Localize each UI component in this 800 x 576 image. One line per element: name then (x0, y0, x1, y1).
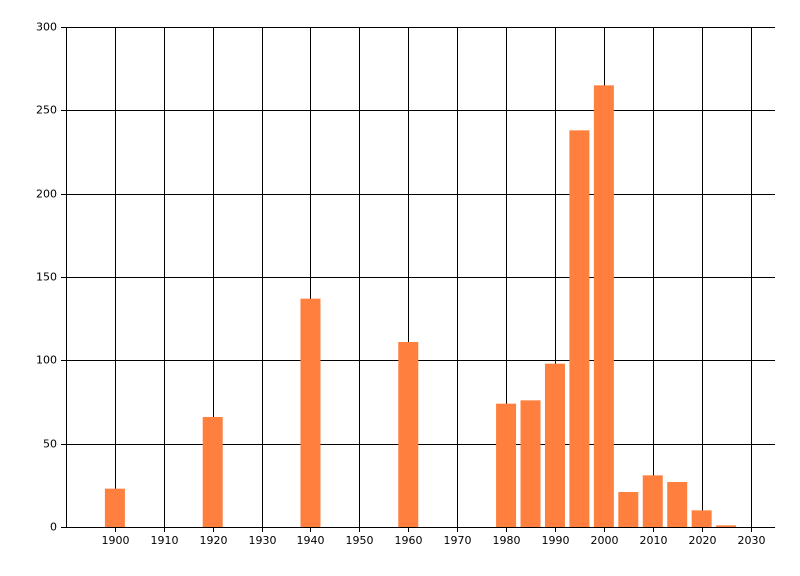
y-tick-label: 250 (36, 104, 57, 117)
x-tick-label: 1980 (493, 534, 521, 547)
y-tick-label: 0 (50, 521, 57, 534)
bar (716, 525, 737, 527)
bar (104, 488, 125, 527)
bar (202, 417, 223, 527)
x-tick-label: 2020 (689, 534, 717, 547)
x-tick-label: 2010 (640, 534, 668, 547)
bar (618, 492, 639, 527)
bar (691, 510, 712, 527)
bar (593, 85, 614, 527)
bar (300, 298, 321, 527)
y-tick-label: 300 (36, 21, 57, 34)
x-tick-label: 1990 (542, 534, 570, 547)
x-tick-label: 1900 (102, 534, 130, 547)
y-tick-label: 150 (36, 271, 57, 284)
bar (398, 342, 419, 527)
x-tick-label: 1910 (151, 534, 179, 547)
bar (642, 475, 663, 527)
y-tick-label: 100 (36, 354, 57, 367)
x-tick-label: 2000 (591, 534, 619, 547)
x-tick-label: 2030 (738, 534, 766, 547)
bar (569, 130, 590, 528)
bar (496, 403, 517, 527)
bar (520, 400, 541, 527)
bar (544, 363, 565, 527)
x-tick-label: 1970 (444, 534, 472, 547)
x-tick-label: 1950 (346, 534, 374, 547)
bar (667, 482, 688, 527)
x-tick-label: 1960 (395, 534, 423, 547)
x-tick-label: 1930 (249, 534, 277, 547)
x-tick-label: 1920 (200, 534, 228, 547)
x-tick-label: 1940 (297, 534, 325, 547)
y-tick-label: 50 (43, 438, 57, 451)
y-tick-label: 200 (36, 188, 57, 201)
